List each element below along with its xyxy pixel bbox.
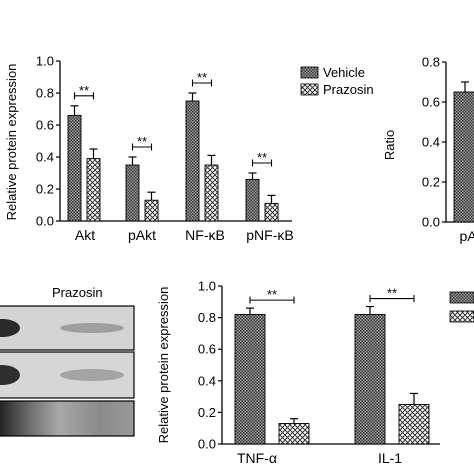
y-tick-label: 0.8 — [422, 55, 440, 70]
bar — [144, 199, 159, 222]
legend-swatch-prazosin — [449, 310, 474, 323]
significance-label: ** — [137, 134, 147, 149]
y-tick-label: 0.2 — [36, 182, 54, 197]
y-tick-label: 0.0 — [36, 214, 54, 229]
category-label: TNF-α — [237, 450, 277, 466]
significance-label: ** — [197, 70, 207, 85]
panel-a-y-ticks: 0.0 0.2 0.4 0.6 0.8 1.0 — [36, 54, 60, 229]
bar — [398, 404, 430, 445]
bar — [185, 100, 200, 222]
panel-b-y-axis-label: Ratio — [382, 130, 397, 160]
bar — [67, 114, 82, 222]
y-tick-label: 0.8 — [36, 86, 54, 101]
y-tick-label: 0.4 — [198, 373, 216, 388]
bar — [234, 313, 266, 445]
panel-b-category-labels: pA — [459, 228, 474, 244]
legend: Vehicle Prazosin — [300, 65, 374, 97]
category-label: Akt — [75, 227, 95, 243]
panel-a-bar-chart: 0.0 0.2 0.4 0.6 0.8 1.0 Relative protein expr… — [4, 54, 374, 244]
blot-band — [0, 319, 20, 337]
bar — [354, 313, 386, 445]
legend-swatch-prazosin — [300, 83, 319, 96]
y-tick-label: 1.0 — [36, 54, 54, 69]
panel-c-bars: ** ** — [234, 286, 430, 445]
legend-swatch-vehicle — [300, 66, 319, 79]
legend-partial — [449, 291, 474, 323]
y-tick-label: 0.2 — [422, 175, 440, 190]
panel-c-y-axis-label: Relative protein expression — [156, 287, 171, 444]
panel-b-y-ticks: 0.0 0.2 0.4 0.6 0.8 — [422, 55, 446, 230]
bar — [264, 202, 279, 222]
blot-band — [0, 365, 20, 385]
y-tick-label: 1.0 — [198, 279, 216, 294]
y-tick-label: 0.6 — [36, 118, 54, 133]
bar — [245, 178, 260, 222]
blot-prazosin-label: Prazosin — [52, 285, 103, 300]
panel-c-y-ticks: 0.0 0.2 0.4 0.6 0.8 1.0 — [198, 279, 222, 452]
bar — [125, 164, 140, 222]
bar — [278, 423, 310, 445]
category-label: IL-1 — [378, 450, 402, 466]
western-blot: Prazosin — [0, 285, 135, 437]
significance-label: ** — [387, 286, 397, 301]
blot-band — [60, 369, 124, 381]
legend-label-vehicle: Vehicle — [323, 65, 365, 80]
blot-strip-2 — [0, 351, 135, 399]
y-tick-label: 0.0 — [198, 437, 216, 452]
blot-strip-1 — [0, 305, 135, 351]
legend-label-prazosin: Prazosin — [323, 82, 374, 97]
blot-strip-3 — [0, 400, 135, 437]
y-tick-label: 0.0 — [422, 215, 440, 230]
panel-b-ratio-chart: 0.0 0.2 0.4 0.6 0.8 Ratio pA — [382, 55, 474, 244]
y-tick-label: 0.6 — [198, 342, 216, 357]
panel-a-y-axis-label: Relative protein expression — [4, 64, 19, 221]
category-label: pNF-κB — [246, 227, 293, 243]
y-tick-label: 0.2 — [198, 405, 216, 420]
panel-c-bar-chart: 0.0 0.2 0.4 0.6 0.8 1.0 Relative protein expr… — [156, 279, 474, 466]
panel-a-category-labels: Akt pAkt NF-κB pNF-κB — [75, 227, 294, 243]
panel-b-bars — [453, 81, 474, 223]
bar — [86, 158, 101, 222]
category-label: pA — [459, 228, 474, 244]
blot-band — [60, 323, 124, 333]
significance-label: ** — [267, 287, 277, 302]
significance-label: ** — [79, 83, 89, 98]
y-tick-label: 0.6 — [422, 95, 440, 110]
panel-a-bars: ** ** ** ** — [67, 70, 279, 222]
bar — [453, 91, 474, 223]
y-tick-label: 0.8 — [198, 310, 216, 325]
bar — [204, 164, 219, 222]
legend-swatch-vehicle — [449, 291, 474, 304]
category-label: pAkt — [128, 227, 156, 243]
panel-c-category-labels: TNF-α IL-1 — [237, 450, 402, 466]
y-tick-label: 0.4 — [422, 135, 440, 150]
y-tick-label: 0.4 — [36, 150, 54, 165]
category-label: NF-κB — [185, 227, 225, 243]
significance-label: ** — [257, 150, 267, 165]
